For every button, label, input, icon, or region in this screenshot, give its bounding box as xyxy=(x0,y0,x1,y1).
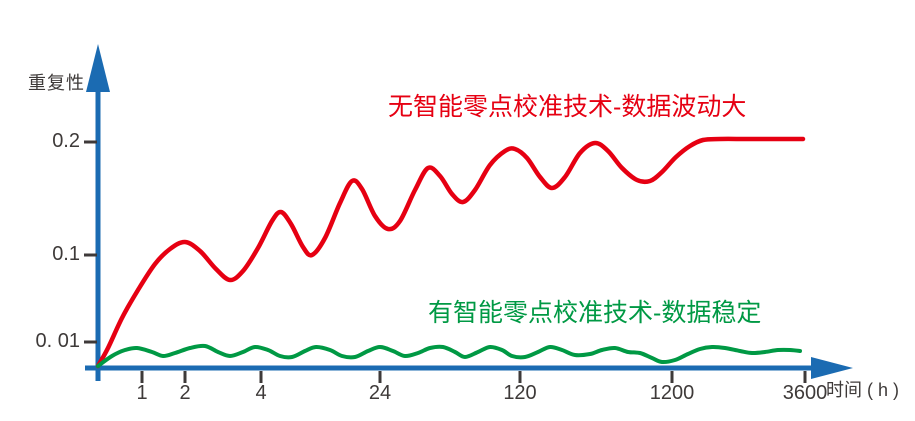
x-tick-label: 3600 xyxy=(782,382,828,404)
y-tick-label: 0. 01 xyxy=(35,330,80,352)
x-tick-label: 1200 xyxy=(649,382,695,404)
y-tick-label: 0.1 xyxy=(52,243,80,265)
x-axis-arrowhead-icon xyxy=(811,357,853,379)
y-axis-arrowhead-icon xyxy=(86,44,110,92)
x-tick-label: 1 xyxy=(136,382,148,404)
x-tick-label: 2 xyxy=(179,382,191,404)
x-tick-label: 120 xyxy=(503,382,537,404)
series-label-no-calibration: 无智能零点校准技术-数据波动大 xyxy=(388,93,747,121)
curve-no-calibration xyxy=(95,136,806,369)
series-label-with-calibration: 有智能零点校准技术-数据稳定 xyxy=(428,299,762,327)
x-tick-label: 24 xyxy=(368,382,392,404)
x-tick-label: 4 xyxy=(255,382,267,404)
curve-with-calibration xyxy=(96,343,802,368)
y-tick-label: 0.2 xyxy=(52,130,80,152)
x-axis-label: 时间 ( h ) xyxy=(826,380,900,400)
y-axis-label: 重复性 xyxy=(28,73,85,93)
